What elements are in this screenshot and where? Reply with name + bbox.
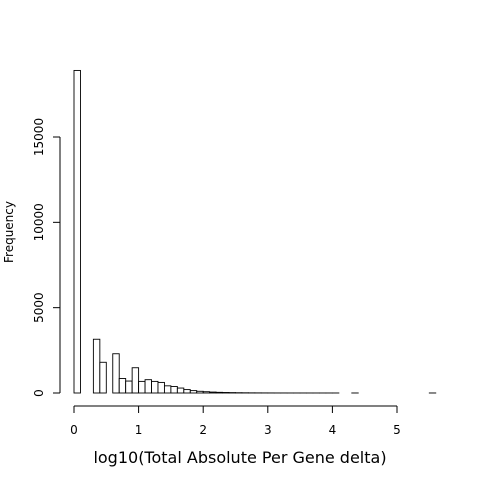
histogram-bar [151, 380, 159, 394]
histogram-bar [202, 391, 211, 394]
y-tick-label: 15000 [32, 118, 46, 156]
histogram-bar [144, 379, 152, 394]
y-tick-label: 0 [32, 389, 46, 397]
x-tick-label: 5 [393, 423, 401, 437]
histogram-bar [112, 353, 120, 394]
histogram-bar [215, 391, 224, 394]
y-axis-label: Frequency [2, 201, 16, 263]
histogram-bar [92, 338, 101, 394]
histogram-bar [73, 69, 81, 394]
histogram-bar [99, 361, 107, 394]
histogram-bar [131, 367, 140, 394]
x-tick-label: 2 [199, 423, 207, 437]
histogram-bars [73, 69, 437, 394]
histogram-bar [196, 390, 204, 394]
histogram-bar [222, 392, 230, 394]
x-axis: 0 1 2 3 4 5 [70, 405, 401, 437]
histogram-bar [209, 391, 217, 394]
histogram-bar [189, 390, 198, 394]
histogram-bar [125, 380, 133, 394]
y-axis: 0 5000 10000 15000 [32, 118, 61, 397]
histogram-bar [176, 387, 185, 394]
histogram-bar [157, 381, 165, 394]
histogram-bar [183, 389, 191, 394]
y-tick-label: 10000 [32, 203, 46, 241]
x-tick-label: 4 [329, 423, 337, 437]
x-axis-label: log10(Total Absolute Per Gene delta) [93, 448, 386, 467]
histogram-bar [118, 378, 127, 394]
x-tick-label: 3 [264, 423, 272, 437]
histogram-bar [138, 380, 146, 394]
x-tick-label: 1 [135, 423, 143, 437]
histogram-bar [163, 385, 172, 394]
y-tick-label: 5000 [32, 292, 46, 323]
histogram-bar [170, 386, 178, 394]
x-tick-label: 0 [70, 423, 78, 437]
